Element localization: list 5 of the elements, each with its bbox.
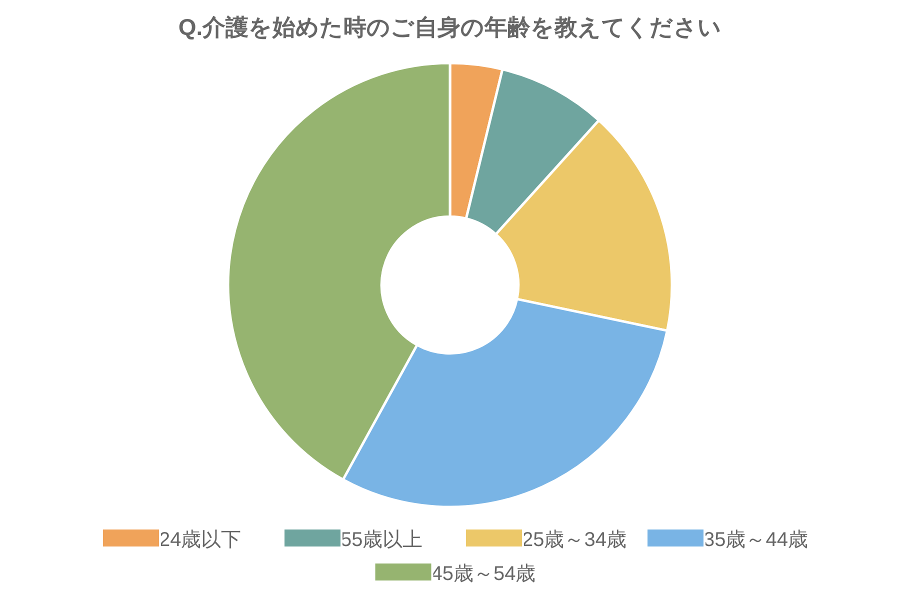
legend-label: 45歳～54歳 [431, 562, 536, 585]
legend-label: 24歳以下 [159, 528, 242, 551]
legend-label: 25歳～34歳 [522, 528, 626, 551]
chart-title: Q.介護を始めた時のご自身の年齢を教えてください [178, 14, 722, 40]
legend-label: 35歳～44歳 [704, 528, 808, 551]
